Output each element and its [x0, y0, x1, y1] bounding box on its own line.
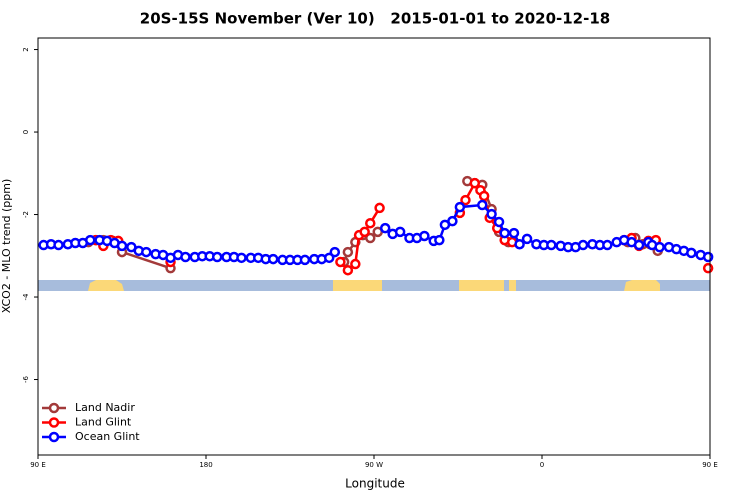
y-tick-label: 0: [22, 130, 30, 134]
y-axis-label: XCO2 - MLO trend (ppm): [0, 179, 13, 314]
legend-label: Ocean Glint: [75, 430, 140, 443]
point: [546, 239, 557, 251]
point: [141, 246, 152, 258]
x-tick-label: 90 W: [365, 461, 383, 469]
legend-marker: [48, 417, 60, 428]
point: [211, 251, 223, 263]
point: [394, 226, 406, 238]
point: [236, 252, 247, 264]
point: [493, 216, 505, 228]
y-tick-label: 2: [22, 47, 30, 51]
point: [486, 208, 497, 220]
point: [379, 222, 391, 234]
point: [478, 190, 490, 202]
point: [460, 194, 471, 206]
point: [85, 234, 96, 246]
land-patch: [509, 280, 516, 291]
point: [521, 233, 533, 245]
land-patch: [624, 280, 660, 291]
x-tick-label: 90 E: [30, 461, 46, 469]
point: [434, 234, 445, 246]
x-tick-label: 0: [540, 461, 544, 469]
point: [702, 262, 714, 274]
point: [633, 239, 645, 251]
land-mask: [38, 280, 710, 291]
point: [577, 239, 589, 251]
point: [335, 256, 346, 268]
y-tick-label: -4: [22, 293, 30, 301]
point: [654, 241, 665, 253]
point: [454, 201, 466, 213]
point: [267, 253, 279, 265]
point: [602, 239, 613, 251]
point: [365, 232, 376, 244]
point: [53, 239, 64, 251]
chart-title: 20S-15S November (Ver 10) 2015-01-01 to …: [140, 10, 610, 28]
legend-marker: [48, 431, 60, 443]
point: [469, 177, 481, 189]
point: [350, 258, 361, 270]
point: [447, 215, 458, 227]
point: [299, 254, 311, 266]
x-tick-label: 90 E: [702, 461, 718, 469]
legend-label: Land Nadir: [75, 401, 135, 414]
point: [514, 238, 525, 250]
land-patch: [88, 280, 124, 291]
point: [365, 217, 376, 229]
x-tick-label: 180: [199, 461, 212, 469]
land-patch: [459, 280, 504, 291]
point: [499, 227, 510, 239]
point: [508, 227, 520, 239]
point: [329, 246, 341, 258]
point: [342, 264, 354, 276]
land-patch: [333, 280, 382, 291]
point: [702, 251, 714, 263]
point: [374, 202, 385, 214]
point: [686, 247, 697, 259]
point: [116, 240, 128, 252]
plot-area: [38, 175, 714, 276]
point: [342, 246, 354, 258]
point: [180, 251, 191, 263]
y-tick-label: -6: [22, 375, 30, 383]
x-axis-label: Longitude: [345, 477, 405, 491]
point: [477, 199, 488, 211]
point: [419, 230, 430, 242]
legend-marker: [48, 402, 60, 414]
y-tick-label: -2: [22, 211, 30, 218]
legend-label: Land Glint: [75, 416, 132, 429]
point: [359, 226, 370, 238]
